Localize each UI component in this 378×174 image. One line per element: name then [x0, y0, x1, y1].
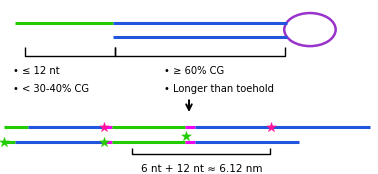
Text: 6 nt + 12 nt ≈ 6.12 nm: 6 nt + 12 nt ≈ 6.12 nm: [141, 164, 262, 173]
Point: [1, 140, 7, 143]
Text: • ≤ 12 nt: • ≤ 12 nt: [13, 66, 60, 76]
Text: • Longer than toehold: • Longer than toehold: [164, 84, 274, 93]
Point: [101, 140, 107, 143]
Text: • < 30-40% CG: • < 30-40% CG: [13, 84, 89, 93]
Point: [183, 134, 189, 137]
Text: • ≥ 60% CG: • ≥ 60% CG: [164, 66, 225, 76]
Point: [268, 126, 274, 128]
Point: [101, 126, 107, 128]
